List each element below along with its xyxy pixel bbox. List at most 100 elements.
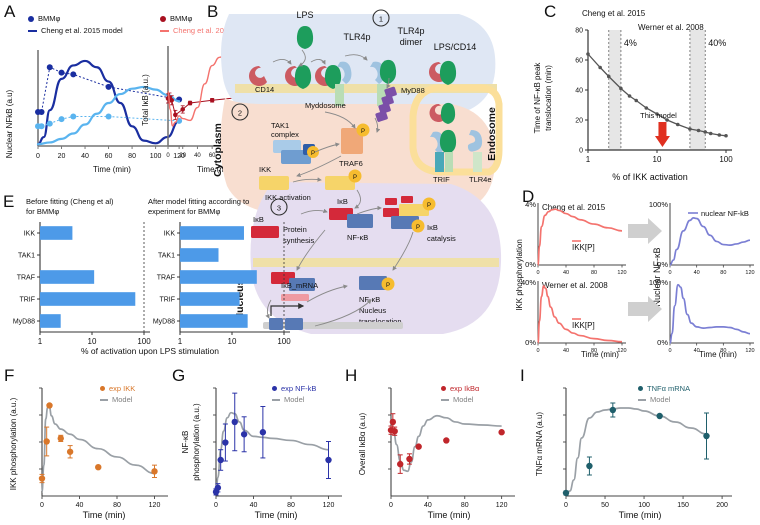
cytoplasm-label: Cytoplasm xyxy=(212,123,224,177)
panelI-xlabel: Time (min) xyxy=(619,510,662,520)
panel-H-label: H xyxy=(345,366,358,385)
cheng-nfkb-ybottom: 0% xyxy=(657,260,668,269)
werner-nfkb-ytop: 100% xyxy=(649,278,669,287)
data-point xyxy=(105,113,112,120)
nfkb-nuc-label-3: translocation xyxy=(359,317,402,326)
panelH-xlabel: Time (min) xyxy=(428,510,471,520)
svg-text:120: 120 xyxy=(617,348,626,354)
I-body-model-curve xyxy=(565,407,707,495)
nfkb-bound xyxy=(347,214,373,228)
svg-text:40: 40 xyxy=(563,270,569,276)
data-point xyxy=(46,64,53,71)
data-point xyxy=(231,418,238,426)
data-point xyxy=(66,448,74,455)
data-point xyxy=(217,456,224,464)
data-point xyxy=(214,484,222,491)
bar-label-before-fitting-TRIF: TRIF xyxy=(19,297,35,304)
panel-C: C Cheng et al. 2015 Werner et al. 2008 4… xyxy=(510,0,760,185)
svg-text:40: 40 xyxy=(424,502,432,509)
panelA-right-legend-1: Cheng et al. 2015 model xyxy=(173,26,255,35)
svg-text:80: 80 xyxy=(720,348,726,354)
step-2-circle xyxy=(231,103,249,121)
panelA-left-ylabel: Nuclear NFkB (a.u) xyxy=(5,89,14,158)
svg-text:0: 0 xyxy=(579,148,583,155)
bar-label-after-fitting-TRAF: TRAF xyxy=(157,275,175,282)
svg-text:150: 150 xyxy=(677,502,689,509)
cheng-ikk-title: Cheng et al. 2015 xyxy=(542,203,606,212)
phospho-icon-cat1 xyxy=(422,197,436,211)
svg-text:100: 100 xyxy=(277,337,291,346)
panel-A-label: A xyxy=(4,2,16,21)
svg-text:40: 40 xyxy=(694,348,700,354)
lps-molecule xyxy=(296,26,314,49)
ikk-active-protein xyxy=(325,176,355,190)
legend-dot-icon xyxy=(28,15,34,22)
svg-text:100: 100 xyxy=(150,153,162,160)
werner-ikk-ybottom: 0% xyxy=(525,338,536,347)
panelC-band-label-0: 4% xyxy=(624,38,637,48)
svg-text:50: 50 xyxy=(601,502,609,509)
svg-text:40: 40 xyxy=(194,153,201,159)
tlr4p-dimer-lps xyxy=(379,59,397,84)
bar-after-fitting-MyD88 xyxy=(180,314,248,328)
F-body-model-curve xyxy=(41,406,155,493)
ikb-frag-2 xyxy=(401,196,413,203)
legend-dot-icon xyxy=(100,386,105,391)
panelC-ylabel-1: Time of NF-κB peak xyxy=(533,62,542,134)
data-point xyxy=(696,128,701,133)
data-point xyxy=(389,418,397,426)
lps-bound-1 xyxy=(294,65,312,89)
panelG-ylabel-1: NF-κB xyxy=(181,431,190,454)
svg-text:40: 40 xyxy=(250,502,258,509)
transcription-arrow xyxy=(270,303,305,316)
phospho-icon-traf6 xyxy=(356,123,370,137)
ikk-activation-label: IKK activation xyxy=(265,193,311,202)
step-2-label: 2 xyxy=(238,109,242,118)
legend-line-icon xyxy=(441,398,449,401)
panelH-legend: exp IkBα Model xyxy=(441,384,479,404)
data-point xyxy=(391,428,398,435)
data-point xyxy=(703,432,710,440)
panel-E-label: E xyxy=(3,192,15,211)
lps-cd14-label: LPS/CD14 xyxy=(434,42,477,52)
bar-label-before-fitting-IKK: IKK xyxy=(24,231,36,238)
data-point xyxy=(169,97,174,103)
panelA-right-legend-0: BMMφ xyxy=(170,14,193,23)
tlr4e-label: TLR4e xyxy=(469,175,492,184)
data-point xyxy=(259,429,267,436)
panelF-xlabel: Time (min) xyxy=(83,510,126,520)
svg-text:100: 100 xyxy=(719,155,733,164)
panel-G-label: G xyxy=(172,366,186,385)
svg-text:100: 100 xyxy=(137,337,151,346)
tlr4p-tm-1 xyxy=(335,84,344,106)
nfkb-nuc-label-2: Nucleus xyxy=(359,306,386,315)
tlr4p-dimer-tm xyxy=(377,84,387,106)
panel-B-label: B xyxy=(207,2,219,21)
bar-label-before-fitting-TRAF: TRAF xyxy=(17,275,35,282)
ikb-mrna-bar xyxy=(281,294,309,301)
legend-dot-icon xyxy=(441,386,446,391)
svg-text:120: 120 xyxy=(617,270,626,276)
tlr4e-free xyxy=(467,130,483,152)
bar-before-fitting-MyD88 xyxy=(40,314,61,328)
svg-text:10: 10 xyxy=(88,337,97,346)
svg-text:80: 80 xyxy=(720,270,726,276)
tak1-label-1: TAK1 xyxy=(271,121,289,130)
nucleus-label: Nucleus xyxy=(234,279,246,320)
panelA-left-legend-0: BMMφ xyxy=(38,14,61,23)
svg-text:0: 0 xyxy=(166,153,170,159)
bar-label-before-fitting-MyD88: MyD88 xyxy=(13,319,35,326)
data-point xyxy=(627,94,632,98)
trif-label: TRIF xyxy=(433,175,450,184)
panel-C-label: C xyxy=(544,2,557,21)
data-point xyxy=(95,464,102,471)
panelE-left-title-2: for BMMφ xyxy=(26,207,60,216)
svg-text:0: 0 xyxy=(668,348,671,354)
step-1-circle xyxy=(372,9,390,27)
legend-dot-icon xyxy=(638,386,643,391)
svg-text:10: 10 xyxy=(228,337,237,346)
werner-nfkb-curve xyxy=(669,283,751,344)
tlr4e-tm xyxy=(445,152,453,172)
data-point xyxy=(619,86,623,91)
werner-nfkb-ybottom: 0% xyxy=(657,338,668,347)
